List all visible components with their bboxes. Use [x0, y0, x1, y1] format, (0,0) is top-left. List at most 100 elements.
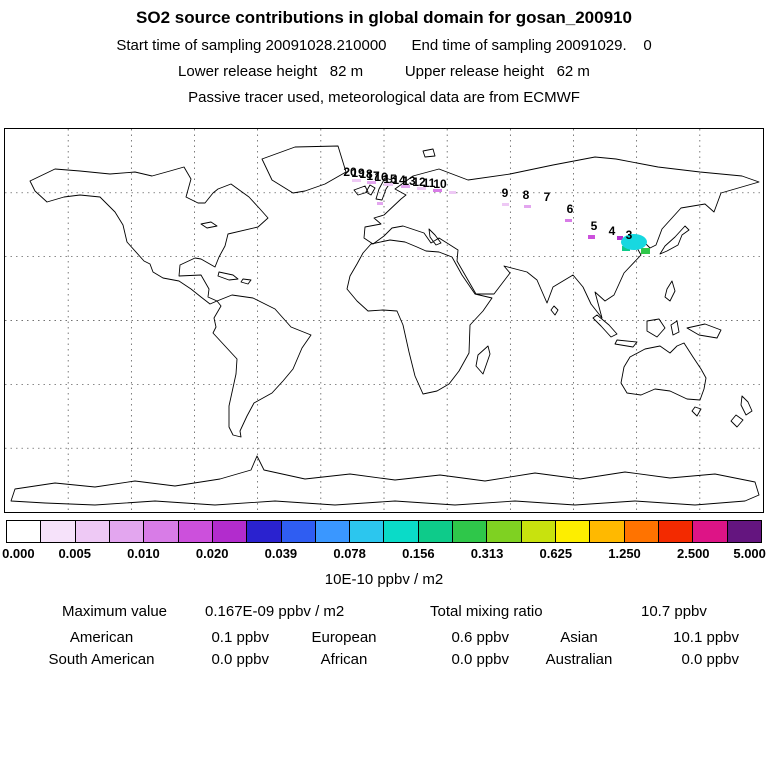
trajectory-hour-label: 6: [567, 202, 574, 216]
colorbar-segment: [280, 521, 315, 542]
colorbar-segment: [211, 521, 247, 542]
colorbar-segment: [623, 521, 658, 542]
region-label: Asian: [560, 629, 598, 646]
colorbar-tick-label: 5.000: [733, 546, 766, 561]
trajectory-hour-label: 3: [626, 228, 633, 242]
footprint-mark: [367, 181, 376, 184]
coastline-oceania: [592, 314, 753, 428]
footprint-mark: [352, 179, 361, 182]
region-label: Australian: [545, 651, 613, 668]
continent-outlines: [10, 145, 760, 506]
colorbar-segment: [692, 521, 727, 542]
maximum-value: 0.167E-09 ppbv / m2: [205, 603, 345, 620]
colorbar-segment: [74, 521, 109, 542]
footprint-mark: [433, 189, 442, 192]
region-value: 0.1 ppbv: [211, 629, 269, 646]
region-value: 0.0 ppbv: [211, 651, 269, 668]
trajectory-hour-label: 19: [351, 166, 365, 180]
colorbar-scale: [6, 520, 762, 543]
trajectory-hour-label: 15: [383, 172, 397, 186]
trajectory-hour-label: 8: [523, 188, 530, 202]
colorbar-segment: [7, 521, 41, 542]
sampling-time-line: Start time of sampling 20091028.210000 E…: [116, 37, 652, 54]
region-label: South American: [48, 651, 155, 668]
statistics-block: Maximum value 0.167E-09 ppbv / m2 Total …: [0, 603, 768, 668]
colorbar-tick-label: 0.313: [470, 546, 504, 561]
trajectory-hour-label: 4: [609, 224, 616, 238]
colorbar-segment: [40, 521, 75, 542]
coastline-antarctica: [10, 455, 760, 506]
footprint-mark: [384, 183, 393, 186]
maximum-value-label: Maximum value: [62, 603, 168, 620]
hotspot-ellipse: [621, 234, 647, 250]
colorbar-segment: [314, 521, 350, 542]
plot-title: SO2 source contributions in global domai…: [136, 8, 632, 27]
colorbar-segment: [486, 521, 521, 542]
colorbar-tick-label: 0.039: [264, 546, 298, 561]
region-value: 0.6 ppbv: [451, 629, 509, 646]
colorbar-unit-label: 10E-10 ppbv / m2: [324, 571, 444, 588]
footprint-mark: [377, 202, 383, 205]
colorbar-tick-label: 0.625: [539, 546, 573, 561]
region-value: 0.0 ppbv: [681, 651, 739, 668]
trajectory-hour-label: 20: [343, 165, 357, 179]
flexpart-plot-page: { "header": { "title": "SO2 source contr…: [0, 8, 768, 776]
footprint-mark: [401, 185, 410, 188]
colorbar-segment: [143, 521, 178, 542]
release-height-line: Lower release height 82 m Upper release …: [178, 63, 590, 80]
region-label: European: [311, 629, 377, 646]
colorbar-segment: [383, 521, 418, 542]
colorbar-tick-label: 0.156: [402, 546, 435, 561]
coastline-north-america: [29, 145, 347, 305]
trajectory-hour-label: 10: [433, 177, 447, 191]
colorbar-segment: [177, 521, 212, 542]
colorbar-segment: [246, 521, 281, 542]
colorbar-tick-label: 2.500: [676, 546, 710, 561]
trajectory-hour-label: 9: [502, 186, 509, 200]
trajectory-hour-label: 7: [544, 190, 551, 204]
max-contribution-hotspot: [621, 234, 647, 250]
tracer-info-line: Passive tracer used, meteorological data…: [188, 89, 580, 106]
colorbar-tick-label: 1.250: [608, 546, 641, 561]
colorbar-segment: [417, 521, 453, 542]
trajectory-hour-label: 17: [366, 169, 380, 183]
region-value: 10.1 ppbv: [673, 629, 739, 646]
trajectory-hour-label: 11: [423, 176, 436, 190]
coastline-africa: [346, 239, 493, 395]
region-label: American: [69, 629, 134, 646]
colorbar-segment: [452, 521, 487, 542]
trajectory-hour-label: 14: [392, 173, 406, 187]
colorbar-segment: [555, 521, 590, 542]
footprint-mark: [617, 236, 623, 240]
footprint-mark: [641, 248, 650, 254]
trajectory-hour-label: 5: [591, 219, 598, 233]
colorbar-tick-label: 0.005: [58, 546, 91, 561]
colorbar-segment: [726, 521, 761, 542]
world-map-plot: 20 19 18 17 16 15 14 13 12 11 10 9 8 7 6 5 4 3: [4, 128, 764, 513]
footprint-mark: [588, 235, 595, 239]
colorbar-tick-labels: 0.000 0.005 0.010 0.020 0.039 0.078 0.156 0.313…: [2, 546, 766, 564]
colorbar-tick-label: 0.010: [127, 546, 160, 561]
footprint-mark: [417, 187, 426, 190]
trajectory-hour-label: 16: [374, 170, 388, 184]
summary-stats-row: Maximum value 0.167E-09 ppbv / m2 Total …: [0, 603, 768, 625]
region-value: 0.0 ppbv: [451, 651, 509, 668]
colorbar: 0.000 0.005 0.010 0.020 0.039 0.078 0.156 0.313…: [2, 520, 766, 564]
footprint-mark: [502, 203, 509, 206]
colorbar-tick-label: 0.000: [2, 546, 35, 561]
footprint-mark: [565, 219, 572, 222]
region-label: African: [320, 651, 368, 668]
total-mixing-ratio-label: Total mixing ratio: [430, 603, 543, 620]
total-mixing-ratio-value: 10.7 ppbv: [641, 603, 707, 620]
footprint-mark: [622, 246, 630, 251]
colorbar-segment: [349, 521, 384, 542]
footprint-mark: [524, 205, 531, 208]
trajectory-hour-label: 12: [412, 175, 426, 189]
trajectory-hour-label: 18: [359, 167, 373, 181]
colorbar-segment: [589, 521, 624, 542]
colorbar-segment: [108, 521, 144, 542]
coastline-south-america: [212, 294, 312, 438]
regional-contributions-grid: American 0.1 ppbv European 0.6 ppbv Asian 10.…: [0, 629, 768, 668]
